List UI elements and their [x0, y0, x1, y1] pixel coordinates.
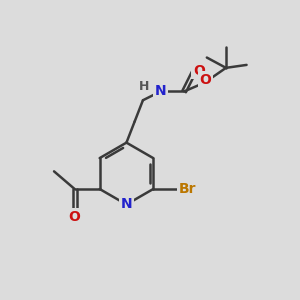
Text: H: H [139, 80, 150, 93]
Text: O: O [69, 210, 81, 224]
Text: O: O [200, 73, 212, 87]
Text: O: O [193, 64, 205, 78]
Text: N: N [155, 84, 167, 98]
Text: N: N [121, 197, 132, 212]
Text: Br: Br [178, 182, 196, 196]
